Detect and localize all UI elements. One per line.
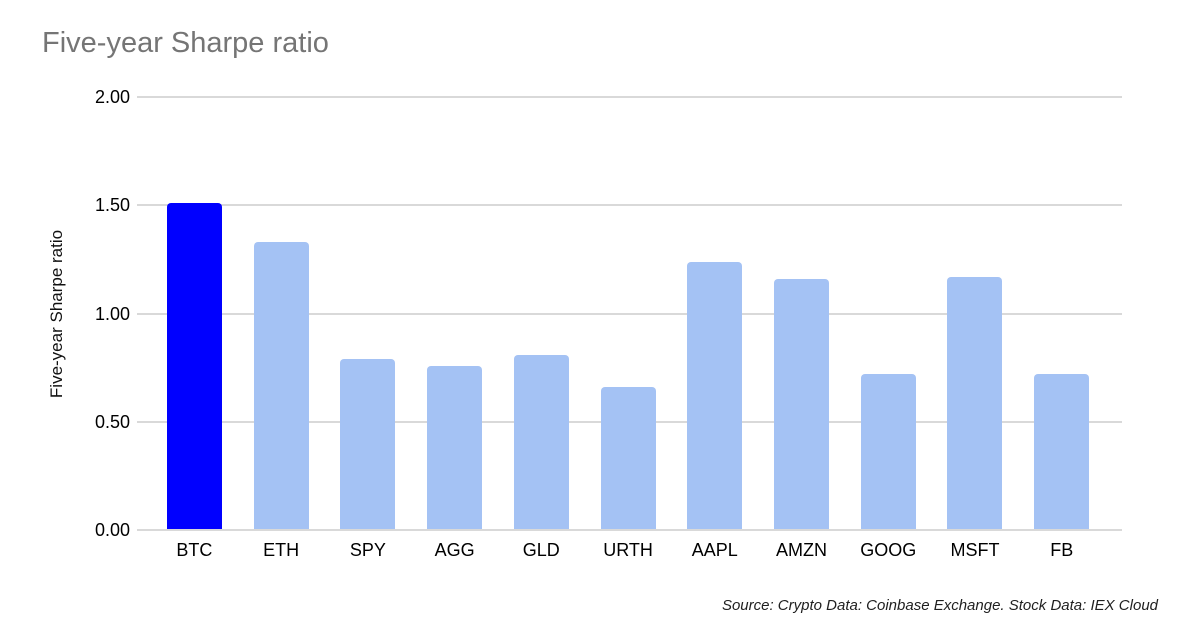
bar-band-eth <box>238 242 325 530</box>
bar-band-fb <box>1018 374 1105 530</box>
bar-band-btc <box>151 203 238 530</box>
x-label-goog: GOOG <box>860 540 917 560</box>
x-label-amzn: AMZN <box>776 540 827 560</box>
chart-title: Five-year Sharpe ratio <box>42 27 329 59</box>
x-label-spy: SPY <box>349 540 386 560</box>
bars-row <box>137 97 1122 530</box>
bar-urth <box>600 387 656 530</box>
bar-goog <box>860 374 916 530</box>
y-tick-label-1.50: 1.50 <box>94 195 130 216</box>
gridline-1.50 <box>137 204 1122 207</box>
x-label-fb: FB <box>1050 540 1074 560</box>
bar-band-urth <box>585 387 672 530</box>
source-note: Source: Crypto Data: Coinbase Exchange. … <box>721 597 1158 614</box>
bar-amzn <box>774 278 829 530</box>
x-label-msft: MSFT <box>950 540 1000 560</box>
gridline-1.00 <box>137 312 1122 315</box>
bar-agg <box>427 365 483 530</box>
x-label-agg: AGG <box>434 540 475 560</box>
bar-msft <box>947 276 1003 530</box>
bar-spy <box>340 359 396 530</box>
y-tick-label-1.00: 1.00 <box>94 303 130 324</box>
bar-band-amzn <box>758 278 845 530</box>
bar-band-spy <box>324 359 411 530</box>
x-label-btc: BTC <box>176 540 213 560</box>
bar-band-goog <box>845 374 932 530</box>
bar-band-msft <box>932 276 1019 530</box>
x-label-eth: ETH <box>263 540 300 560</box>
bar-fb <box>1034 374 1090 530</box>
bar-gld <box>513 354 569 530</box>
x-axis-labels: BTC ETH SPY AGG GLD URTH AAPL AMZN GOOG MSFT FB <box>137 539 1122 561</box>
x-label-urth: URTH <box>603 540 653 560</box>
x-label-gld: GLD <box>522 540 560 560</box>
y-tick-label-0.00: 0.00 <box>94 520 130 540</box>
gridline-2.00 <box>137 96 1122 98</box>
x-label-aapl: AAPL <box>691 540 738 560</box>
bar-band-agg <box>411 365 498 530</box>
gridline-0.00 <box>137 529 1122 531</box>
bar-band-aapl <box>671 261 758 530</box>
y-tick-label-0.50: 0.50 <box>94 411 130 432</box>
bar-aapl <box>687 261 743 530</box>
bar-eth <box>253 242 309 530</box>
bar-btc <box>166 203 222 530</box>
bar-band-gld <box>498 354 585 530</box>
y-tick-label-2.00: 2.00 <box>94 87 130 107</box>
